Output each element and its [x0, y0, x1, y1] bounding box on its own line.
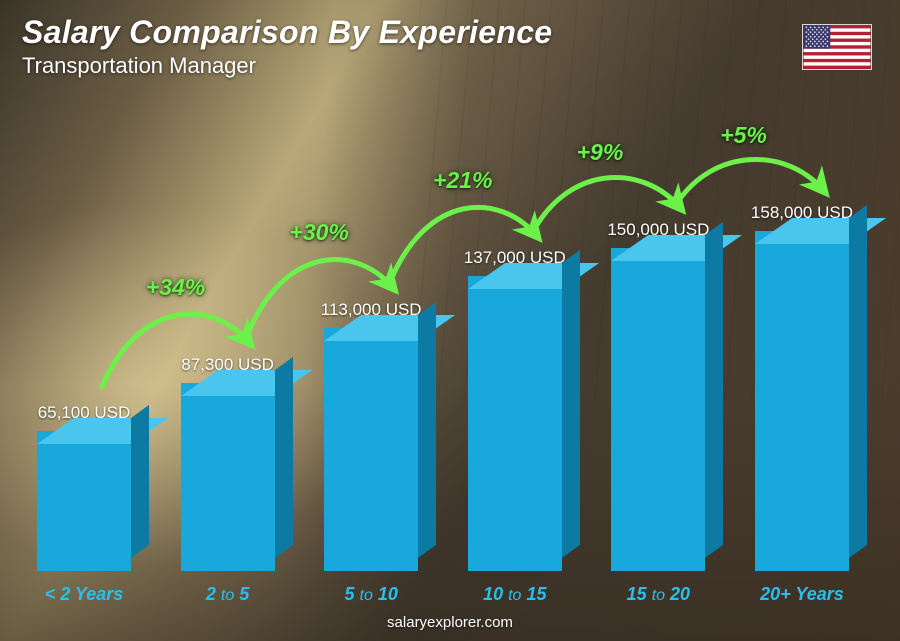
bar-4: 150,000 USD [602, 220, 714, 571]
salary-bar-chart: 65,100 USD 87,300 USD 113,000 USD 137,000 U… [28, 101, 858, 571]
x-label-1: 2 to 5 [172, 584, 284, 605]
page-subtitle: Transportation Manager [22, 53, 552, 79]
bar-3d [468, 276, 562, 571]
bar-1: 87,300 USD [172, 355, 284, 571]
x-label-4: 15 to 20 [602, 584, 714, 605]
x-label-3: 10 to 15 [459, 584, 571, 605]
footer-attribution: salaryexplorer.com [0, 614, 900, 631]
header: Salary Comparison By Experience Transpor… [22, 14, 552, 79]
bar-2: 113,000 USD [315, 300, 427, 571]
bar-3d [181, 383, 275, 571]
page-title: Salary Comparison By Experience [22, 14, 552, 51]
bar-0: 65,100 USD [28, 403, 140, 571]
us-flag-icon [802, 24, 872, 70]
x-axis-labels: < 2 Years 2 to 5 5 to 10 10 to 15 15 to 20 20… [28, 584, 858, 605]
bar-3d [611, 248, 705, 571]
bar-3d [755, 231, 849, 571]
x-label-5: 20+ Years [746, 584, 858, 605]
x-label-0: < 2 Years [28, 584, 140, 605]
bar-3d [37, 431, 131, 571]
bar-5: 158,000 USD [746, 203, 858, 571]
bar-3: 137,000 USD [459, 248, 571, 571]
bar-3d [324, 328, 418, 571]
x-label-2: 5 to 10 [315, 584, 427, 605]
